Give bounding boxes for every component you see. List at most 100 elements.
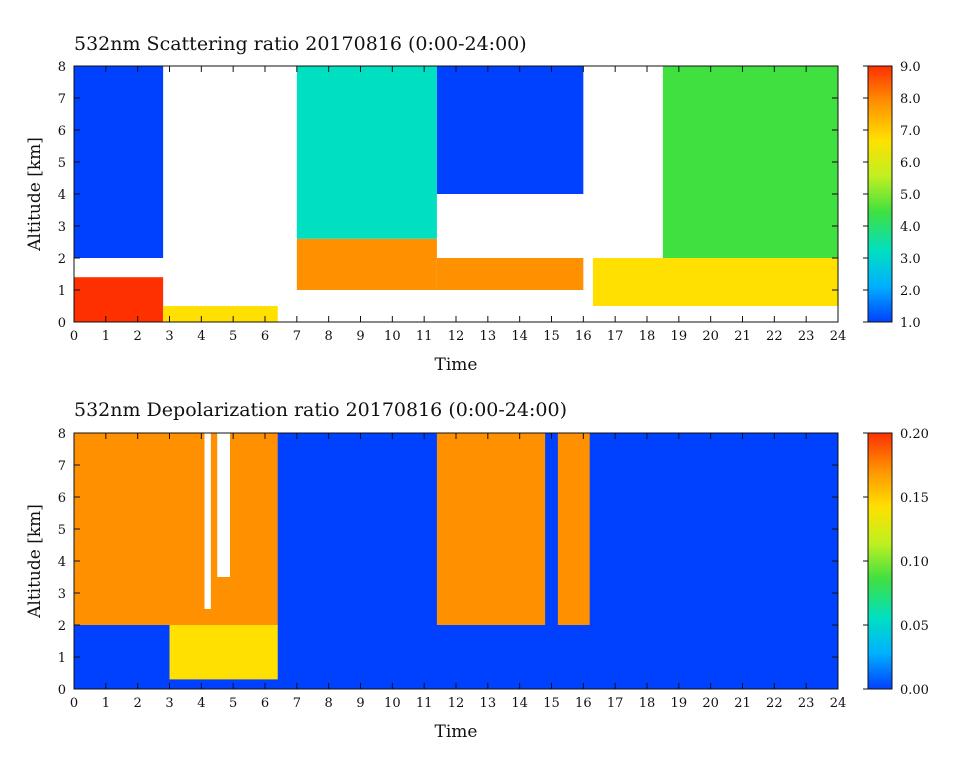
y-tick-label: 8 xyxy=(58,427,66,442)
y-tick-label: 5 xyxy=(58,523,66,538)
x-tick-label: 2 xyxy=(134,329,142,344)
y-tick-label: 2 xyxy=(58,619,66,634)
x-tick-label: 22 xyxy=(766,696,783,711)
colorbar-tick-label: 0.00 xyxy=(900,683,929,698)
x-tick-label: 3 xyxy=(165,696,173,711)
x-tick-label: 15 xyxy=(543,696,560,711)
scattering-colorbar xyxy=(867,65,893,323)
x-tick-label: 2 xyxy=(134,696,142,711)
heatmap-cell-2 xyxy=(169,625,278,680)
x-tick-label: 17 xyxy=(607,329,624,344)
x-tick-label: 21 xyxy=(734,329,751,344)
y-tick-label: 3 xyxy=(58,587,66,602)
x-tick-label: 4 xyxy=(197,696,205,711)
y-tick-label: 5 xyxy=(58,156,66,171)
colorbar-tick-label: 0.10 xyxy=(900,555,929,570)
heatmap-cell-1 xyxy=(74,433,278,625)
x-tick-label: 7 xyxy=(293,329,301,344)
x-tick-label: 24 xyxy=(830,329,847,344)
colorbar-tick-label: 0.15 xyxy=(900,491,929,506)
scattering-ratio-panel: 532nm Scattering ratio 20170816 (0:00-24… xyxy=(25,33,921,375)
colorbar-tick-label: 3.0 xyxy=(900,252,921,267)
y-tick-label: 0 xyxy=(58,683,66,698)
y-tick-label: 6 xyxy=(58,124,66,139)
colorbar-tick-label: 6.0 xyxy=(900,156,921,171)
colorbar-tick-label: 0.20 xyxy=(900,427,929,442)
x-tick-label: 23 xyxy=(798,696,815,711)
heatmap-cell-2 xyxy=(296,238,437,290)
x-tick-label: 8 xyxy=(325,329,333,344)
colorbar-tick-label: 1.0 xyxy=(900,316,921,331)
y-tick-label: 7 xyxy=(58,459,66,474)
x-tick-label: 18 xyxy=(639,696,656,711)
depolarization-x-axis-label: Time xyxy=(435,722,478,742)
heatmap-cell-8 xyxy=(436,66,584,194)
x-tick-label: 3 xyxy=(165,329,173,344)
depolarization-y-ticks: 0 1 2 3 4 5 6 7 8 xyxy=(58,427,838,698)
heatmap-cell-6 xyxy=(296,66,437,239)
x-tick-label: 20 xyxy=(702,329,719,344)
x-tick-label: 1 xyxy=(102,696,110,711)
y-tick-label: 7 xyxy=(58,92,66,107)
y-tick-label: 2 xyxy=(58,252,66,267)
y-tick-label: 3 xyxy=(58,220,66,235)
x-tick-label: 19 xyxy=(671,696,688,711)
heatmap-cell-6 xyxy=(217,433,230,577)
x-tick-label: 8 xyxy=(325,696,333,711)
heatmap-cell-0 xyxy=(74,277,164,322)
y-tick-label: 4 xyxy=(58,555,66,570)
depolarization-y-axis-label: Altitude [km] xyxy=(25,504,45,619)
depolarization-colorbar xyxy=(867,432,893,690)
x-tick-label: 5 xyxy=(229,696,237,711)
scattering-x-axis-label: Time xyxy=(435,355,478,375)
x-tick-label: 9 xyxy=(356,696,364,711)
x-tick-label: 16 xyxy=(575,329,592,344)
x-tick-label: 0 xyxy=(70,329,78,344)
x-tick-label: 16 xyxy=(575,696,592,711)
x-tick-label: 10 xyxy=(384,329,401,344)
x-tick-label: 6 xyxy=(261,329,269,344)
scattering-colorbar-ticks: 1.0 2.0 3.0 4.0 5.0 6.0 7.0 8.0 9.0 xyxy=(863,60,921,331)
x-tick-label: 23 xyxy=(798,329,815,344)
heatmap-cell-4 xyxy=(592,258,838,306)
x-tick-label: 1 xyxy=(102,329,110,344)
x-tick-label: 13 xyxy=(480,696,497,711)
depolarization-colorbar-ticks: 0.00 0.05 0.10 0.15 0.20 xyxy=(863,427,929,698)
scattering-x-ticks: 0 1 2 3 4 5 6 7 8 9 10 11 12 13 14 15 16 17 18 19 20 21 22 23 24 xyxy=(70,66,846,344)
x-tick-label: 21 xyxy=(734,696,751,711)
x-tick-label: 17 xyxy=(607,696,624,711)
heatmap-cell-7 xyxy=(74,66,164,258)
y-tick-label: 8 xyxy=(58,60,66,75)
x-tick-label: 12 xyxy=(448,696,465,711)
colorbar-tick-label: 7.0 xyxy=(900,124,921,139)
x-tick-label: 4 xyxy=(197,329,205,344)
scattering-heatmap xyxy=(74,66,838,322)
y-tick-label: 0 xyxy=(58,316,66,331)
y-tick-label: 6 xyxy=(58,491,66,506)
x-tick-label: 6 xyxy=(261,696,269,711)
y-tick-label: 4 xyxy=(58,188,66,203)
x-tick-label: 15 xyxy=(543,329,560,344)
heatmap-cell-5 xyxy=(204,433,211,609)
heatmap-cell-4 xyxy=(557,433,590,625)
x-tick-label: 9 xyxy=(356,329,364,344)
x-tick-label: 18 xyxy=(639,329,656,344)
heatmap-cell-9 xyxy=(169,178,281,303)
heatmap-cell-5 xyxy=(662,66,838,258)
x-tick-label: 11 xyxy=(416,329,433,344)
x-tick-label: 14 xyxy=(511,696,528,711)
colorbar-tick-label: 0.05 xyxy=(900,619,929,634)
x-tick-label: 20 xyxy=(702,696,719,711)
x-tick-label: 10 xyxy=(384,696,401,711)
depolarization-ratio-panel: 532nm Depolarization ratio 20170816 (0:0… xyxy=(25,399,929,742)
y-tick-label: 1 xyxy=(58,284,66,299)
x-tick-label: 11 xyxy=(416,696,433,711)
x-tick-label: 0 xyxy=(70,696,78,711)
x-tick-label: 5 xyxy=(229,329,237,344)
y-tick-label: 1 xyxy=(58,651,66,666)
heatmap-cell-3 xyxy=(436,433,546,625)
x-tick-label: 19 xyxy=(671,329,688,344)
scattering-y-axis-label: Altitude [km] xyxy=(25,137,45,252)
x-tick-label: 7 xyxy=(293,696,301,711)
